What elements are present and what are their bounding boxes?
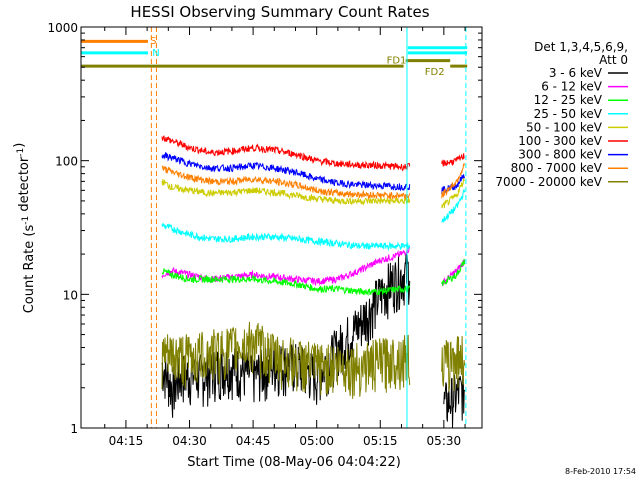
legend-label: 12 - 25 keV [534, 93, 603, 107]
series-12-25-kev [161, 268, 411, 297]
annotation-fd2: FD2 [425, 67, 445, 78]
y-axis-label: Count Rate (s-1 detector-1) [12, 143, 37, 314]
x-tick-label: 05:30 [427, 434, 462, 448]
plot-frame [80, 26, 483, 429]
legend-label: 6 - 12 keV [541, 80, 603, 94]
legend-header-1: Det 1,3,4,5,6,9, [534, 40, 628, 54]
legend-label: 3 - 6 keV [549, 66, 603, 80]
x-tick-label: 05:00 [299, 434, 334, 448]
y-tick-label: 1 [70, 422, 78, 436]
series-100-300-kev [161, 135, 411, 172]
legend-label: 100 - 300 keV [518, 134, 602, 148]
legend-label: 25 - 50 keV [534, 107, 603, 121]
series-late-800-7000-kev [441, 163, 466, 199]
x-tick-label: 04:15 [109, 434, 144, 448]
series-50-100-kev [161, 178, 411, 206]
x-tick-label: 04:45 [236, 434, 271, 448]
footer-timestamp: 8-Feb-2010 17:54 [565, 467, 636, 476]
axis-ticks: 04:15 04:30 04:45 05:00 05:15 05:30 1 10 100 1000 [47, 21, 482, 448]
y-tick-label: 100 [55, 155, 78, 169]
legend-label: 800 - 7000 keV [511, 161, 603, 175]
series-late-100-300-kev [441, 153, 465, 167]
series-300-800-kev [161, 152, 411, 192]
x-tick-label: 05:15 [363, 434, 398, 448]
y-tick-label: 1000 [47, 21, 78, 35]
x-axis-label: Start Time (08-May-06 04:04:22) [187, 455, 401, 470]
legend-header-2: Att 0 [599, 53, 628, 67]
legend-label: 300 - 800 keV [518, 148, 602, 162]
series-7000-20000-kev [161, 321, 411, 399]
series-late-7000-20000-kev [441, 335, 466, 392]
legend-label: 50 - 100 keV [526, 120, 603, 134]
series-late-50-100-kev [441, 177, 465, 209]
chart-title: HESSI Observing Summary Count Rates [130, 3, 429, 21]
series-3-6-kev [161, 252, 411, 418]
annotation-n: N [152, 48, 159, 59]
annotation-s: S [150, 36, 156, 47]
series-25-50-kev [161, 222, 411, 252]
series-late-6-12-kev [441, 259, 466, 287]
y-tick-label: 10 [63, 288, 78, 302]
annotation-fd1: FD1 [387, 56, 407, 67]
series-800-7000-kev [161, 165, 411, 200]
series-late-25-50-kev [441, 189, 466, 223]
x-tick-label: 04:30 [172, 434, 207, 448]
legend-label: 7000 - 20000 keV [495, 175, 602, 189]
series-late-12-25-kev [441, 258, 466, 286]
